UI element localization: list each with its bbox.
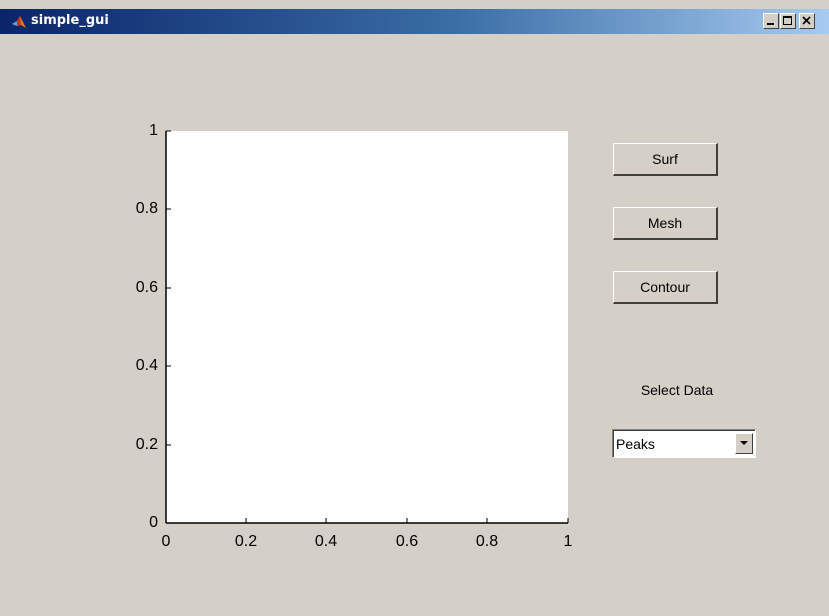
minimize-icon[interactable] (763, 13, 779, 29)
select-data-label: Select Data (622, 382, 732, 398)
window-title: simple_gui (31, 13, 109, 28)
x-tick-label: 0.8 (467, 534, 507, 550)
surf-button[interactable]: Surf (613, 143, 718, 176)
matlab-icon (11, 14, 27, 30)
title-bar[interactable]: simple_gui (0, 9, 829, 34)
x-tick-label: 0.4 (306, 534, 346, 550)
y-tick-label: 0.6 (118, 280, 158, 296)
plot-axes[interactable] (166, 131, 568, 523)
dropdown-arrow-icon[interactable] (735, 433, 753, 454)
data-select-dropdown[interactable]: Peaks (612, 429, 756, 458)
x-tick-label: 0.2 (226, 534, 266, 550)
y-tick-label: 0.8 (118, 201, 158, 217)
x-tick-label: 0.6 (387, 534, 427, 550)
contour-button[interactable]: Contour (613, 271, 718, 304)
close-icon[interactable] (799, 13, 815, 29)
x-tick-label: 1 (548, 534, 588, 550)
select-value: Peaks (616, 436, 655, 452)
x-tick-label: 0 (146, 534, 186, 550)
mesh-button[interactable]: Mesh (613, 207, 718, 240)
y-tick-label: 0 (118, 515, 158, 531)
y-tick-label: 0.2 (118, 437, 158, 453)
maximize-icon[interactable] (780, 13, 796, 29)
y-tick-label: 0.4 (118, 358, 158, 374)
y-tick-label: 1 (118, 123, 158, 139)
